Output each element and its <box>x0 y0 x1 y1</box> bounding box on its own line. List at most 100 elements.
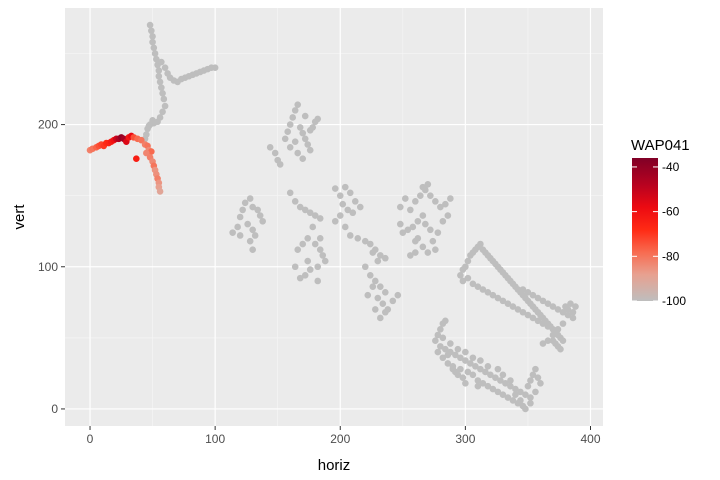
data-point <box>417 192 424 199</box>
data-point <box>564 306 572 313</box>
data-point <box>155 67 163 74</box>
data-point <box>534 317 542 325</box>
data-point <box>429 237 437 245</box>
grid-major <box>65 8 603 426</box>
data-point <box>294 246 302 254</box>
data-point <box>301 206 309 214</box>
data-point <box>286 121 294 128</box>
data-point <box>509 303 517 310</box>
data-point <box>419 212 427 219</box>
data-point <box>464 274 472 282</box>
data-point <box>427 226 434 234</box>
data-point <box>419 243 427 251</box>
data-point <box>439 354 447 362</box>
data-point <box>236 213 244 221</box>
data-point <box>497 377 504 384</box>
data-point <box>241 199 249 207</box>
data-point <box>371 306 379 313</box>
data-point <box>462 348 469 356</box>
data-point <box>296 274 304 282</box>
data-point <box>474 283 482 290</box>
data-point <box>489 385 497 393</box>
x-axis-ticks: 0 100 200 300 400 <box>87 426 601 446</box>
data-point <box>457 271 464 279</box>
legend-label: -40 <box>662 160 680 174</box>
data-point <box>424 180 432 188</box>
data-point <box>469 371 477 379</box>
data-point <box>306 209 314 217</box>
data-point <box>474 382 482 390</box>
data-point <box>427 192 434 199</box>
data-point <box>299 155 307 163</box>
data-point <box>289 114 297 121</box>
x-tick-label: 300 <box>455 432 475 446</box>
data-point <box>246 237 254 245</box>
data-point <box>151 50 159 57</box>
data-point <box>544 300 552 308</box>
data-point <box>271 149 279 157</box>
data-point <box>514 306 522 313</box>
data-point <box>462 357 469 364</box>
data-point <box>148 27 155 35</box>
data-point <box>422 220 429 228</box>
data-point <box>301 112 309 120</box>
data-point <box>306 126 314 134</box>
data-point <box>539 320 547 327</box>
data-point <box>314 277 322 285</box>
data-point <box>341 223 349 231</box>
data-point <box>482 368 489 376</box>
data-point <box>449 362 457 370</box>
data-point <box>149 117 156 124</box>
legend-label: -80 <box>662 249 680 263</box>
data-point <box>447 340 454 347</box>
data-point <box>294 101 302 108</box>
x-tick-label: 100 <box>205 432 225 446</box>
data-point <box>149 33 156 40</box>
data-point <box>537 380 544 387</box>
data-point <box>517 397 524 404</box>
y-tick-label: 100 <box>38 260 58 274</box>
data-point <box>284 128 292 135</box>
data-point <box>155 72 163 80</box>
data-point <box>381 254 389 262</box>
data-point <box>434 331 442 339</box>
data-point <box>291 263 299 271</box>
data-point <box>160 95 168 103</box>
data-point <box>447 195 454 202</box>
data-point <box>484 289 492 296</box>
data-point <box>314 115 322 123</box>
data-point <box>158 84 165 91</box>
data-point <box>294 149 302 157</box>
data-point <box>499 297 507 305</box>
data-point <box>366 271 374 279</box>
data-point <box>158 58 165 66</box>
data-point <box>299 129 307 137</box>
data-point <box>477 240 484 248</box>
data-point <box>339 200 347 208</box>
data-point <box>474 377 482 384</box>
data-point <box>146 21 154 29</box>
legend-title: WAP041 <box>631 137 690 154</box>
data-point <box>301 135 309 143</box>
data-point <box>549 331 557 339</box>
data-point <box>251 232 259 239</box>
data-point <box>381 289 389 296</box>
data-point <box>532 365 539 373</box>
data-point <box>304 141 312 148</box>
y-axis-ticks: 0 100 200 <box>38 118 65 416</box>
data-point <box>512 385 519 393</box>
data-point <box>236 232 244 239</box>
data-point <box>161 64 169 72</box>
data-point <box>306 146 314 154</box>
data-point <box>211 64 219 72</box>
data-point <box>569 308 577 316</box>
data-point <box>156 78 164 86</box>
data-point <box>464 257 472 265</box>
data-point <box>557 345 564 353</box>
data-point <box>244 220 251 228</box>
data-point <box>346 189 354 197</box>
data-point <box>544 337 552 344</box>
data-point <box>479 380 487 387</box>
data-point <box>286 189 294 197</box>
data-point <box>459 374 467 381</box>
